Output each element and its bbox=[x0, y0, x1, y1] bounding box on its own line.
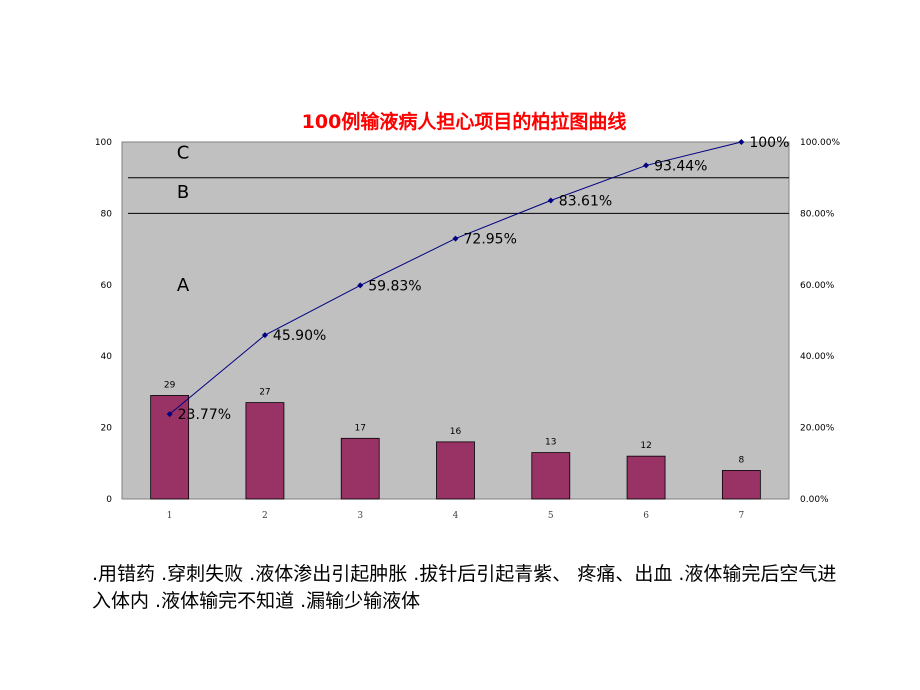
cumulative-label: 45.90% bbox=[273, 328, 326, 344]
cumulative-label: 83.61% bbox=[559, 194, 612, 210]
y-tick-label: 0 bbox=[106, 495, 112, 505]
cumulative-point bbox=[357, 282, 364, 289]
bar bbox=[245, 402, 285, 500]
y2-tick-label: 60.00% bbox=[800, 281, 835, 291]
y2-tick-label: 40.00% bbox=[800, 352, 835, 362]
cumulative-labels: 23.77% 45.90% 59.83% 72.95% 83.61% 93.44% 100% bbox=[178, 135, 790, 423]
y-axis-left: 0 20 40 60 80 100 bbox=[95, 138, 112, 505]
x-axis: 1 2 3 4 5 6 7 bbox=[167, 511, 745, 521]
y2-tick-label: 0.00% bbox=[800, 495, 829, 505]
y-axis-right: 0.00% 20.00% 40.00% 60.00% 80.00% 100.00% bbox=[800, 138, 840, 505]
y-tick-label: 80 bbox=[101, 209, 113, 219]
x-tick-label: 1 bbox=[167, 511, 173, 521]
y-tick-label: 40 bbox=[101, 352, 113, 362]
cumulative-point bbox=[261, 332, 268, 339]
bar bbox=[340, 437, 380, 500]
x-tick-label: 2 bbox=[262, 511, 268, 521]
zone-lines bbox=[128, 177, 789, 214]
cumulative-label: 100% bbox=[749, 135, 789, 151]
y-tick-label: 100 bbox=[95, 138, 112, 148]
bar-value-label: 8 bbox=[738, 455, 744, 465]
bar bbox=[436, 441, 475, 500]
x-tick-label: 4 bbox=[453, 511, 459, 521]
cumulative-line bbox=[166, 139, 745, 418]
y2-tick-label: 80.00% bbox=[800, 209, 835, 219]
chart-title: 100例输液病人担心项目的柏拉图曲线 bbox=[302, 110, 627, 133]
bar-labels: 29 27 17 16 13 12 8 bbox=[164, 380, 745, 465]
bar-value-label: 12 bbox=[640, 441, 651, 451]
cumulative-point bbox=[643, 162, 650, 169]
cumulative-label: 72.95% bbox=[464, 232, 517, 248]
cumulative-point bbox=[547, 197, 554, 204]
x-tick-label: 6 bbox=[643, 511, 649, 521]
zone-label-b: B bbox=[177, 182, 189, 203]
bar-value-label: 17 bbox=[354, 423, 365, 433]
cumulative-label: 59.83% bbox=[368, 278, 421, 294]
bar-value-label: 27 bbox=[259, 388, 270, 398]
cumulative-point bbox=[452, 235, 459, 242]
bar-value-label: 13 bbox=[545, 438, 556, 448]
cumulative-label: 23.77% bbox=[178, 407, 231, 423]
y-tick-label: 20 bbox=[101, 424, 113, 434]
cumulative-point bbox=[738, 139, 745, 145]
bar-value-label: 29 bbox=[164, 380, 176, 390]
x-tick-label: 3 bbox=[357, 511, 363, 521]
bar bbox=[531, 452, 571, 500]
y2-tick-label: 20.00% bbox=[800, 424, 835, 434]
y2-tick-label: 100.00% bbox=[800, 138, 840, 148]
x-tick-label: 7 bbox=[738, 511, 744, 521]
y-tick-label: 60 bbox=[101, 281, 113, 291]
cumulative-label: 93.44% bbox=[654, 158, 707, 174]
x-tick-label: 5 bbox=[548, 511, 554, 521]
bar bbox=[721, 470, 761, 500]
plot-area bbox=[121, 141, 790, 500]
bar bbox=[626, 455, 666, 500]
cumulative-point bbox=[166, 411, 173, 418]
category-legend-text: .用错药 .穿刺失败 .液体渗出引起肿胀 .拔针后引起青紫、 疼痛、出血 .液体… bbox=[92, 563, 837, 612]
bar-value-label: 16 bbox=[450, 427, 462, 437]
zone-labels: A BC bbox=[177, 143, 190, 296]
zone-label-c: C bbox=[177, 143, 190, 164]
zone-label-a: A bbox=[177, 275, 190, 296]
